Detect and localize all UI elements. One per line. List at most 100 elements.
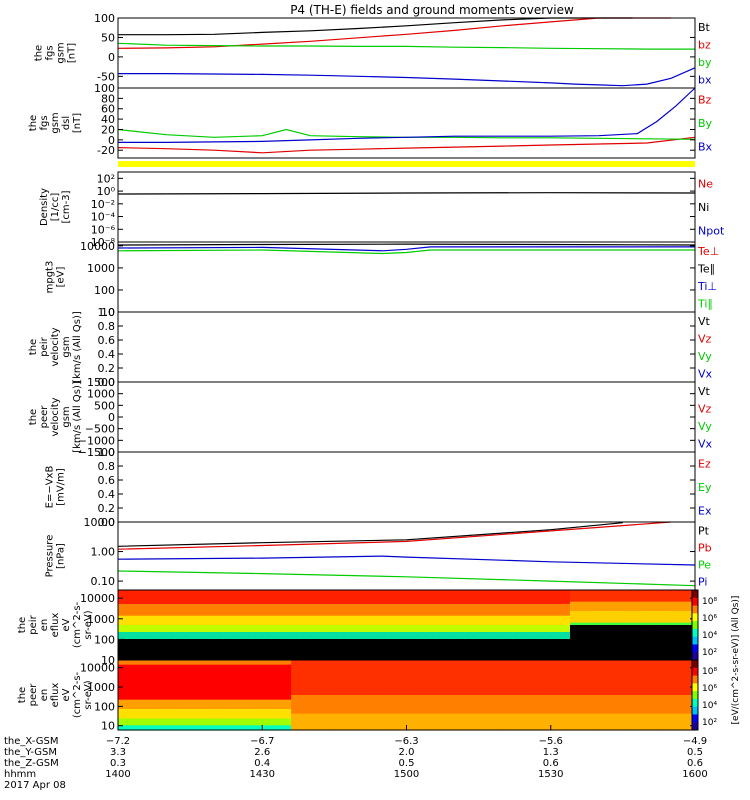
heatmap-cell: [358, 704, 369, 708]
heatmap-cell: [175, 622, 186, 626]
heatmap-cell: [483, 636, 494, 640]
heatmap-cell: [204, 699, 215, 703]
heatmap-cell: [319, 704, 331, 708]
heatmap-cell: [406, 692, 417, 696]
heatmap-cell: [444, 704, 456, 708]
heatmap-cell: [550, 727, 561, 731]
heatmap-cell: [243, 615, 254, 619]
heatmap-cell: [618, 590, 629, 593]
heatmap-cell: [281, 692, 292, 696]
heatmap-cell: [656, 618, 667, 621]
heatmap-cell: [608, 704, 619, 708]
heatmap-cell: [646, 601, 658, 605]
heatmap-cell: [118, 702, 129, 705]
heatmap-cell: [675, 608, 686, 612]
heatmap-cell: [598, 702, 610, 705]
heatmap-cell: [502, 650, 513, 654]
heatmap-cell: [560, 620, 571, 624]
heatmap-cell: [425, 692, 436, 696]
heatmap-cell: [252, 725, 263, 729]
heatmap-cell: [185, 685, 196, 689]
heatmap-cell: [666, 706, 677, 710]
heatmap-cell: [310, 590, 321, 593]
heatmap-cell: [329, 653, 340, 656]
heatmap-cell: [243, 594, 254, 598]
heatmap-cell: [454, 716, 465, 719]
heatmap-cell: [502, 620, 513, 624]
heatmap-cell: [252, 604, 263, 607]
heatmap-cell: [291, 709, 302, 712]
heatmap-cell: [425, 594, 436, 598]
heatmap-cell: [618, 634, 629, 638]
heatmap-cell: [608, 664, 619, 668]
heatmap-cell: [435, 620, 446, 624]
heatmap-cell: [560, 639, 571, 642]
heatmap-cell: [300, 713, 311, 717]
heatmap-cell: [300, 590, 311, 593]
heatmap-cell: [435, 653, 446, 656]
heatmap-cell: [127, 639, 138, 642]
heatmap-cell: [137, 660, 148, 663]
heatmap-cell: [541, 695, 552, 698]
heatmap-cell: [550, 697, 561, 701]
heatmap-cell: [550, 634, 561, 638]
heatmap-cell: [483, 669, 494, 673]
heatmap-cell: [396, 699, 408, 703]
heatmap-cell: [550, 674, 561, 677]
heatmap-cell: [204, 646, 215, 649]
heatmap-cell: [118, 632, 129, 635]
heatmap-cell: [646, 625, 658, 628]
heatmap-cell: [435, 727, 446, 731]
heatmap-cell: [291, 622, 302, 626]
heatmap-cell: [646, 634, 658, 638]
heatmap-cell: [233, 599, 244, 603]
heatmap-cell: [560, 627, 571, 631]
heatmap-cell: [675, 678, 686, 682]
heatmap-cell: [666, 636, 677, 640]
heatmap-cell: [454, 601, 465, 605]
heatmap-cell: [521, 611, 533, 614]
heatmap-cell: [348, 725, 360, 729]
heatmap-cell: [416, 643, 427, 647]
y-tick-label: 100: [94, 82, 115, 95]
series-Pi: [117, 555, 696, 566]
heatmap-cell: [377, 632, 388, 635]
heatmap-cell: [579, 615, 590, 619]
heatmap-cell: [406, 674, 417, 677]
heatmap-cell: [618, 622, 629, 626]
heatmap-cell: [300, 662, 311, 666]
y-tick-label: 0: [108, 134, 115, 147]
heatmap-cell: [473, 606, 485, 610]
heatmap-cell: [358, 692, 369, 696]
heatmap-cell: [358, 639, 369, 642]
heatmap-cell: [675, 590, 686, 593]
heatmap-cell: [358, 634, 369, 638]
heatmap-cell: [646, 639, 658, 642]
heatmap-cell: [666, 662, 677, 666]
heatmap-cell: [685, 697, 696, 701]
heatmap-cell: [512, 664, 523, 668]
heatmap-cell: [521, 613, 533, 617]
heatmap-cell: [512, 685, 523, 689]
heatmap-cell: [406, 597, 417, 600]
heatmap-cell: [541, 618, 552, 621]
heatmap-cell: [435, 648, 446, 652]
heatmap-cell: [608, 592, 619, 596]
heatmap-cell: [493, 695, 504, 698]
heatmap-cell: [252, 606, 263, 610]
panel-frame: [117, 171, 696, 243]
heatmap-cell: [550, 592, 561, 596]
heatmap-cell: [473, 699, 485, 703]
heatmap-cell: [646, 697, 658, 701]
heatmap-cell: [319, 615, 331, 619]
heatmap-cell: [637, 590, 648, 593]
heatmap-cell: [358, 627, 369, 631]
heatmap-cell: [483, 611, 494, 614]
heatmap-cell: [271, 641, 283, 645]
heatmap-cell: [233, 590, 244, 593]
heatmap-cell: [271, 646, 283, 649]
heatmap-cell: [156, 695, 167, 698]
heatmap-cell: [560, 697, 571, 701]
heatmap-cell: [646, 629, 658, 633]
heatmap-cell: [146, 725, 158, 729]
